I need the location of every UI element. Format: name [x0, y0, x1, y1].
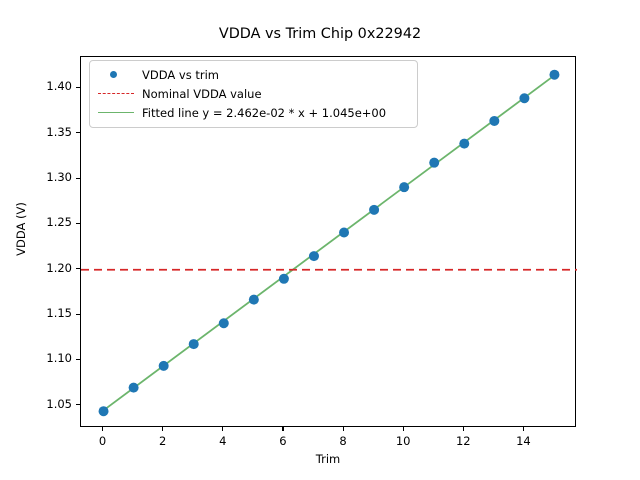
- x-tick-label: 6: [279, 434, 287, 448]
- x-tick-mark: [222, 427, 224, 431]
- fitted-line: [103, 74, 555, 412]
- circle-marker-icon: [96, 65, 136, 84]
- x-tick-mark: [102, 427, 104, 431]
- data-point: [399, 182, 410, 193]
- y-tick-mark: [76, 222, 80, 224]
- y-tick-mark: [76, 404, 80, 406]
- y-tick-label: 1.40: [46, 79, 72, 94]
- x-tick-label: 2: [158, 434, 167, 448]
- legend-item-fitted-line: Fitted line y = 2.462e-02 * x + 1.045e+0…: [96, 103, 409, 122]
- data-point: [369, 204, 380, 215]
- y-tick-label: 1.15: [46, 306, 72, 321]
- y-tick-label: 1.10: [46, 351, 72, 366]
- legend-item-nominal-vdda-value: Nominal VDDA value: [96, 84, 409, 103]
- data-point: [248, 294, 259, 305]
- legend-box: VDDA vs trim Nominal VDDA value Fitted l…: [89, 60, 418, 128]
- legend-label: VDDA vs trim: [142, 67, 219, 82]
- data-point: [549, 69, 560, 80]
- y-axis-label: VDDA (V): [14, 202, 28, 256]
- x-tick-mark: [522, 427, 524, 431]
- y-tick-mark: [76, 177, 80, 179]
- data-point: [278, 273, 289, 284]
- y-tick-mark: [76, 132, 80, 134]
- x-tick-label: 4: [219, 434, 227, 448]
- y-tick-label: 1.35: [46, 124, 72, 139]
- data-point: [308, 251, 319, 262]
- solid-line-icon: [96, 103, 136, 122]
- legend-item-vdda-vs-trim: VDDA vs trim: [96, 65, 409, 84]
- x-tick-label: 10: [395, 434, 411, 448]
- x-tick-label: 12: [455, 434, 471, 448]
- x-tick-label: 0: [98, 434, 107, 448]
- y-tick-mark: [76, 86, 80, 88]
- y-tick-mark: [76, 358, 80, 360]
- dashed-line-icon: [96, 84, 136, 103]
- data-point: [158, 360, 169, 371]
- x-tick-label: 14: [516, 434, 531, 448]
- data-point: [188, 339, 199, 350]
- data-points: [98, 69, 560, 417]
- data-point: [218, 318, 229, 329]
- plot-svg: [81, 69, 577, 417]
- data-point: [519, 93, 530, 104]
- y-tick-label: 1.30: [46, 170, 72, 184]
- y-tick-label: 1.25: [46, 215, 72, 230]
- legend-label: Nominal VDDA value: [142, 86, 262, 101]
- y-tick-label: 1.20: [46, 260, 72, 275]
- data-point: [429, 157, 440, 168]
- x-tick-mark: [342, 427, 344, 431]
- legend-label: Fitted line y = 2.462e-02 * x + 1.045e+0…: [142, 105, 387, 120]
- x-tick-mark: [462, 427, 464, 431]
- x-tick-mark: [162, 427, 164, 431]
- x-axis-label: Trim: [315, 452, 341, 466]
- data-point: [128, 382, 139, 393]
- y-tick-label: 1.05: [46, 396, 72, 411]
- x-tick-label: 8: [339, 434, 347, 448]
- x-tick-mark: [402, 427, 404, 431]
- y-tick-mark: [76, 268, 80, 270]
- x-tick-mark: [282, 427, 284, 431]
- chart-title: VDDA vs Trim Chip 0x22942: [218, 26, 422, 42]
- data-point: [459, 138, 470, 149]
- y-tick-mark: [76, 313, 80, 315]
- data-point: [98, 406, 109, 417]
- data-point: [489, 115, 500, 126]
- data-point: [339, 227, 350, 238]
